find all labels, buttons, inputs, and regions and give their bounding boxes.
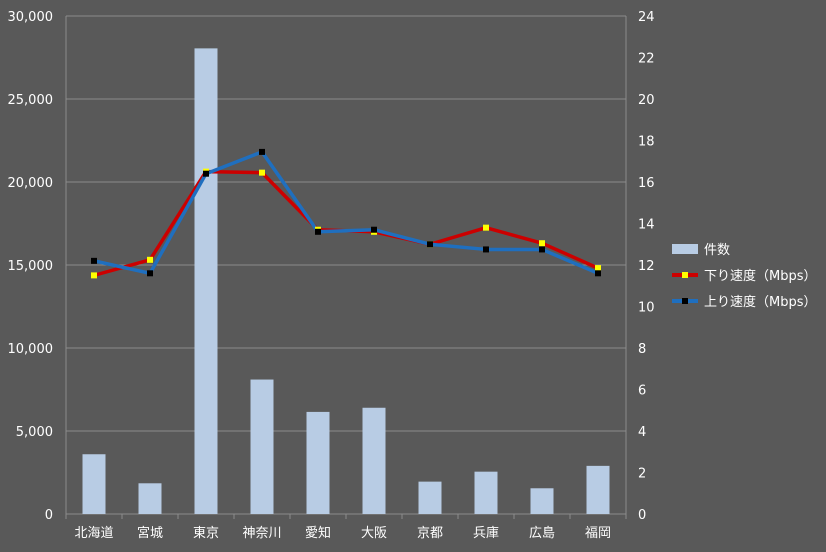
right-tick-label: 12	[638, 259, 655, 274]
right-tick-label: 24	[638, 10, 655, 25]
bar	[586, 465, 610, 514]
right-tick-label: 8	[638, 342, 646, 357]
data-point	[483, 224, 489, 231]
data-point	[539, 240, 545, 247]
right-tick-label: 0	[638, 508, 646, 523]
bar	[138, 483, 162, 514]
category-label: 京都	[417, 526, 443, 541]
data-point	[483, 246, 489, 253]
data-point	[259, 148, 265, 155]
right-tick-label: 20	[638, 93, 655, 108]
bar	[530, 488, 554, 514]
right-tick-label: 14	[638, 218, 655, 233]
legend-swatch	[672, 244, 698, 254]
category-label: 宮城	[137, 525, 163, 541]
left-tick-label: 0	[45, 508, 53, 523]
right-tick-label: 10	[638, 301, 655, 316]
legend-label: 下り速度（Mbps）	[704, 268, 817, 284]
right-tick-label: 16	[638, 176, 655, 191]
category-label: 大阪	[361, 526, 387, 541]
data-point	[91, 272, 97, 279]
right-tick-label: 18	[638, 135, 655, 150]
bar-series	[82, 48, 610, 515]
data-point	[259, 169, 265, 176]
category-label: 北海道	[74, 526, 113, 541]
data-point	[371, 226, 377, 233]
data-point	[539, 246, 545, 253]
data-point	[427, 241, 433, 248]
data-point	[203, 170, 209, 177]
legend-label: 上り速度（Mbps）	[704, 294, 817, 310]
left-tick-label: 10,000	[8, 342, 54, 357]
legend-marker	[682, 272, 688, 278]
left-tick-label: 20,000	[8, 176, 54, 191]
axes	[65, 16, 627, 519]
data-point	[595, 265, 601, 272]
left-tick-label: 15,000	[8, 259, 54, 274]
data-point	[147, 256, 153, 263]
category-label: 福岡	[585, 526, 611, 541]
category-label: 東京	[193, 525, 219, 541]
category-labels: 北海道 宮城 東京 神奈川 愛知 大阪 京都 兵庫 広島 福岡	[74, 525, 611, 541]
bar	[418, 481, 442, 514]
left-tick-label: 30,000	[8, 10, 54, 25]
category-label: 愛知	[305, 525, 331, 541]
left-tick-label: 5,000	[16, 425, 53, 440]
series-line	[93, 150, 599, 276]
gridlines	[66, 15, 626, 432]
data-point	[147, 270, 153, 277]
right-tick-label: 2	[638, 467, 646, 482]
line-series	[91, 148, 601, 279]
bar	[306, 411, 330, 514]
bar	[474, 471, 498, 514]
category-label: 神奈川	[242, 526, 281, 541]
category-label: 兵庫	[473, 526, 499, 541]
legend-marker	[682, 298, 688, 304]
bar	[362, 407, 386, 514]
bar	[194, 48, 218, 515]
right-tick-label: 6	[638, 384, 646, 399]
right-tick-label: 22	[638, 52, 655, 67]
right-tick-label: 4	[638, 425, 646, 440]
data-point	[595, 270, 601, 277]
bar	[82, 454, 106, 514]
data-point	[91, 257, 97, 264]
bar	[250, 379, 274, 514]
series-line	[93, 169, 599, 278]
data-point	[315, 228, 321, 235]
left-tick-label: 25,000	[8, 93, 54, 108]
left-axis-ticks: 0 5,000 10,000 15,000 20,000 25,000 30,000	[8, 10, 54, 523]
legend-label: 件数	[704, 243, 730, 258]
category-label: 広島	[529, 526, 555, 541]
